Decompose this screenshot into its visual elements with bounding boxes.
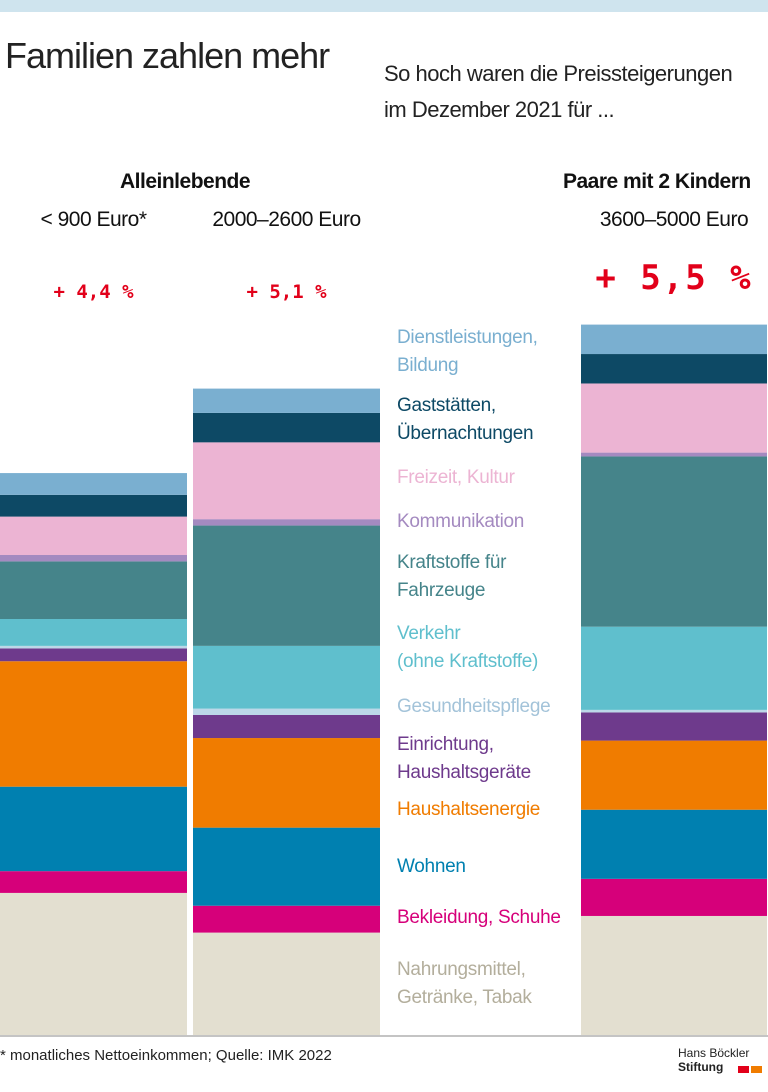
bar-segment	[193, 442, 380, 520]
series-label: Kommunikation	[397, 511, 525, 532]
bar-segment	[193, 388, 380, 413]
series-label: Haushaltsenergie	[397, 799, 541, 820]
bar-segment	[581, 383, 767, 453]
bar-segment	[0, 494, 187, 517]
bar-segment	[0, 516, 187, 555]
bar-segment	[0, 555, 187, 562]
bar-segment	[581, 456, 767, 627]
category-label: < 900 Euro*	[40, 208, 147, 231]
logo-line: Stiftung	[678, 1060, 724, 1074]
bar-segment	[0, 645, 187, 649]
bar-segment	[193, 715, 380, 739]
series-label: Kraftstoffe für Fahrzeuge	[397, 552, 507, 601]
series-label: Bekleidung, Schuhe	[397, 907, 561, 928]
bar-segment	[193, 519, 380, 526]
group-label: Alleinlebende	[120, 170, 251, 193]
bar-segment	[193, 905, 380, 933]
top-strip	[0, 0, 768, 12]
bar-segment	[0, 892, 187, 1035]
series-label: Freizeit, Kultur	[397, 467, 515, 488]
bar-segment	[0, 561, 187, 619]
logo-mark	[738, 1066, 749, 1073]
bar-segment	[193, 708, 380, 715]
logo-mark	[751, 1066, 762, 1073]
series-label: Verkehr (ohne Kraftstoffe)	[397, 623, 539, 672]
series-label: Gaststätten, Übernachtungen	[397, 395, 534, 444]
bar-segment	[581, 878, 767, 916]
bar-segment	[0, 661, 187, 787]
group-label: Paare mit 2 Kindern	[563, 170, 751, 193]
bar-segment	[581, 324, 767, 355]
bar-segment	[0, 619, 187, 646]
total-label: + 5,1 %	[246, 281, 327, 303]
bar-segment	[193, 525, 380, 646]
series-label: Gesundheitspflege	[397, 696, 551, 717]
bar-segment	[581, 626, 767, 710]
total-label: + 4,4 %	[53, 281, 134, 303]
total-label: + 5,5 %	[595, 258, 753, 298]
footnote: * monatliches Nettoeinkommen; Quelle: IM…	[0, 1047, 332, 1064]
chart-title: Familien zahlen mehr	[5, 35, 330, 76]
bar-segment	[0, 871, 187, 893]
series-label: Wohnen	[397, 856, 466, 877]
bar-segment	[0, 786, 187, 872]
bar-segment	[193, 827, 380, 906]
bar-segment	[581, 915, 767, 1035]
bar-segment	[581, 712, 767, 741]
bar-segment	[0, 648, 187, 662]
bar-segment	[581, 740, 767, 810]
bar-segment	[193, 645, 380, 709]
logo-line: Hans Böckler	[678, 1046, 750, 1060]
bar-segment	[193, 932, 380, 1035]
bar-segment	[193, 412, 380, 443]
category-label: 3600–5000 Euro	[599, 208, 749, 231]
bar-segment	[581, 709, 767, 713]
series-label: Dienstleistungen, Bildung	[397, 327, 538, 376]
category-label: 2000–2600 Euro	[212, 208, 361, 231]
subtitle: So hoch waren die Preissteigerungen im D…	[384, 61, 733, 122]
bar-segment	[581, 354, 767, 384]
series-label: Einrichtung, Haushaltsgeräte	[397, 734, 531, 783]
bar-segment	[581, 452, 767, 457]
series-label: Nahrungsmittel, Getränke, Tabak	[397, 959, 532, 1008]
bar-segment	[0, 473, 187, 495]
bar-segment	[581, 809, 767, 879]
bar-segment	[193, 738, 380, 828]
